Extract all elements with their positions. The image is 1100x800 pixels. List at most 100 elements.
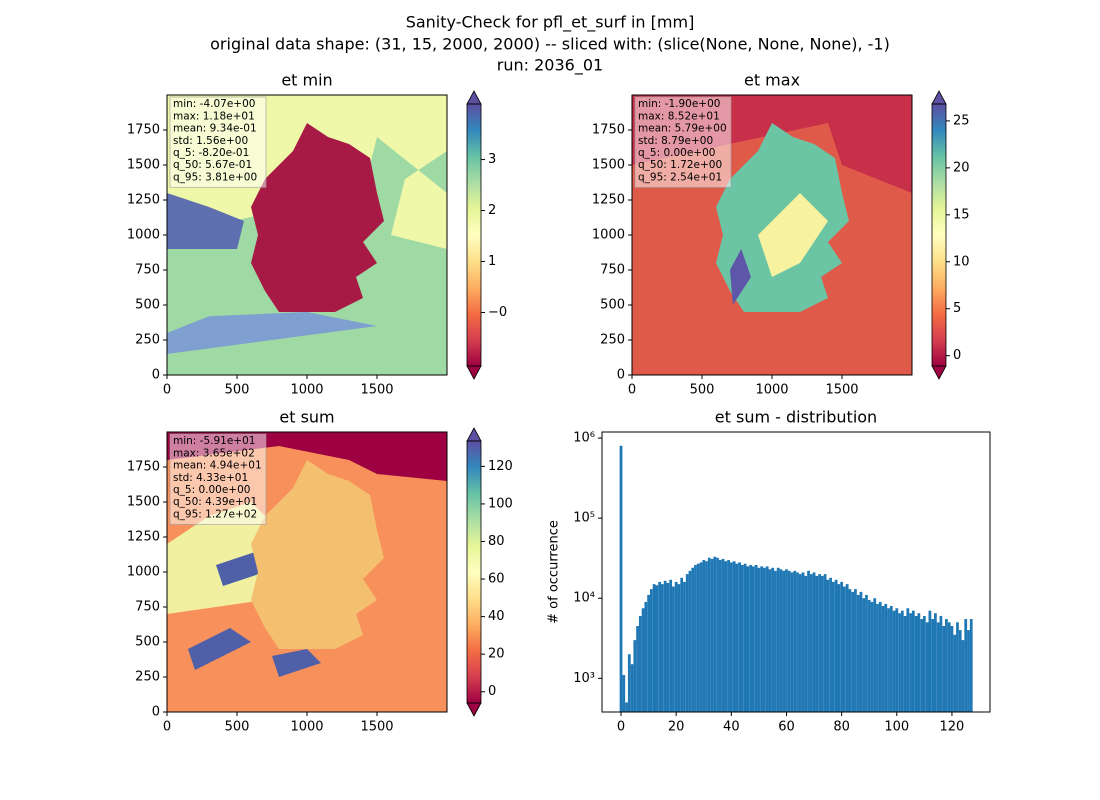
colorbar-frame — [466, 440, 482, 704]
bar — [718, 560, 722, 712]
bar — [967, 630, 970, 712]
bar — [765, 566, 769, 712]
bar — [939, 616, 943, 712]
y-tick-label: 0 — [152, 705, 160, 720]
y-tick-label: 500 — [135, 635, 160, 650]
colorbar-extend — [466, 90, 482, 105]
bar — [677, 584, 681, 712]
colorbar-extend — [466, 365, 482, 380]
stats-text: min: -5.91e+01 — [173, 435, 255, 447]
bar — [809, 574, 813, 712]
stats-text: mean: 5.79e+00 — [638, 123, 727, 135]
bar — [826, 579, 830, 712]
colorbar-tick-label: 60 — [488, 572, 505, 587]
bar — [903, 616, 907, 712]
bar — [898, 613, 901, 712]
bar — [752, 566, 755, 712]
bar — [804, 575, 808, 712]
stats-text: max: 1.18e+01 — [173, 110, 255, 122]
bar — [925, 622, 929, 712]
bar — [688, 570, 692, 712]
x-tick-label: 1500 — [360, 383, 393, 398]
bar — [658, 581, 662, 712]
axes-title: et sum - distribution — [715, 408, 877, 427]
bar — [807, 570, 810, 712]
x-tick-label: 1000 — [755, 383, 788, 398]
y-tick-label: 0 — [617, 368, 625, 383]
colorbar — [467, 104, 481, 366]
field-region — [730, 249, 751, 305]
y-tick-label: 500 — [600, 298, 625, 313]
bar — [743, 563, 747, 712]
colorbar-tick-label: 0 — [953, 348, 961, 363]
bar — [969, 619, 973, 712]
y-tick-label: 1250 — [127, 530, 160, 545]
field-region — [167, 193, 244, 249]
bar — [865, 594, 868, 712]
bar — [856, 594, 860, 712]
x-tick-label: 0 — [628, 383, 636, 398]
bar — [787, 570, 791, 712]
suptitle: original data shape: (31, 15, 2000, 2000… — [210, 35, 890, 54]
x-tick-label: 0 — [163, 383, 171, 398]
stats-text: q_95: 3.81e+00 — [173, 171, 257, 183]
bar — [785, 569, 788, 712]
bar — [831, 581, 835, 712]
axes-frame — [601, 431, 991, 713]
stats-box — [169, 433, 267, 525]
bar — [931, 619, 935, 712]
bar — [922, 616, 926, 712]
field-region — [188, 628, 251, 670]
bar — [672, 586, 675, 712]
bar — [884, 603, 888, 712]
y-tick-label: 1000 — [127, 565, 160, 580]
colorbar-frame — [931, 103, 947, 367]
bar — [958, 630, 962, 712]
bar — [716, 557, 719, 712]
colorbar-tick-label: 15 — [953, 207, 970, 222]
stats-text: mean: 9.34e-01 — [173, 123, 257, 135]
axes-title: et min — [281, 71, 332, 90]
x-tick-label: 0 — [617, 720, 625, 735]
y-tick-label: 750 — [135, 600, 160, 615]
bar — [727, 560, 730, 712]
bar — [956, 622, 959, 712]
field-region — [272, 649, 321, 677]
stats-box — [169, 96, 267, 188]
bar — [713, 556, 717, 712]
bar — [895, 608, 899, 712]
bar — [694, 565, 697, 712]
colorbar-tick-label: 10 — [953, 254, 970, 269]
stats-text: max: 3.65e+02 — [173, 447, 255, 459]
x-tick-label: 1500 — [825, 383, 858, 398]
stats-text: min: -1.90e+00 — [638, 98, 720, 110]
bar — [917, 613, 921, 712]
bar — [947, 622, 951, 712]
bar — [768, 569, 772, 712]
stats-text: q_5: 0.00e+00 — [638, 147, 715, 159]
field-region — [758, 193, 828, 277]
colorbar-frame — [466, 103, 482, 367]
bar — [622, 675, 626, 712]
y-tick-label: 0 — [152, 368, 160, 383]
colorbar-extend — [466, 427, 482, 442]
bar — [707, 557, 711, 712]
y-tick-label: 1750 — [592, 123, 625, 138]
bar — [729, 562, 733, 712]
bar — [876, 603, 879, 712]
y-tick-label: 1250 — [127, 193, 160, 208]
bar — [710, 558, 714, 712]
colorbar-extend — [931, 365, 947, 380]
bar — [790, 572, 794, 712]
bar — [920, 619, 923, 712]
field-image — [167, 95, 447, 375]
x-tick-label: 80 — [833, 720, 850, 735]
bar — [663, 580, 667, 712]
x-tick-label: 120 — [940, 720, 965, 735]
field-region — [251, 123, 384, 312]
colorbar-extend — [931, 90, 947, 105]
bar — [906, 608, 910, 712]
bar — [652, 584, 656, 712]
bar — [721, 558, 725, 712]
bar — [771, 567, 775, 712]
